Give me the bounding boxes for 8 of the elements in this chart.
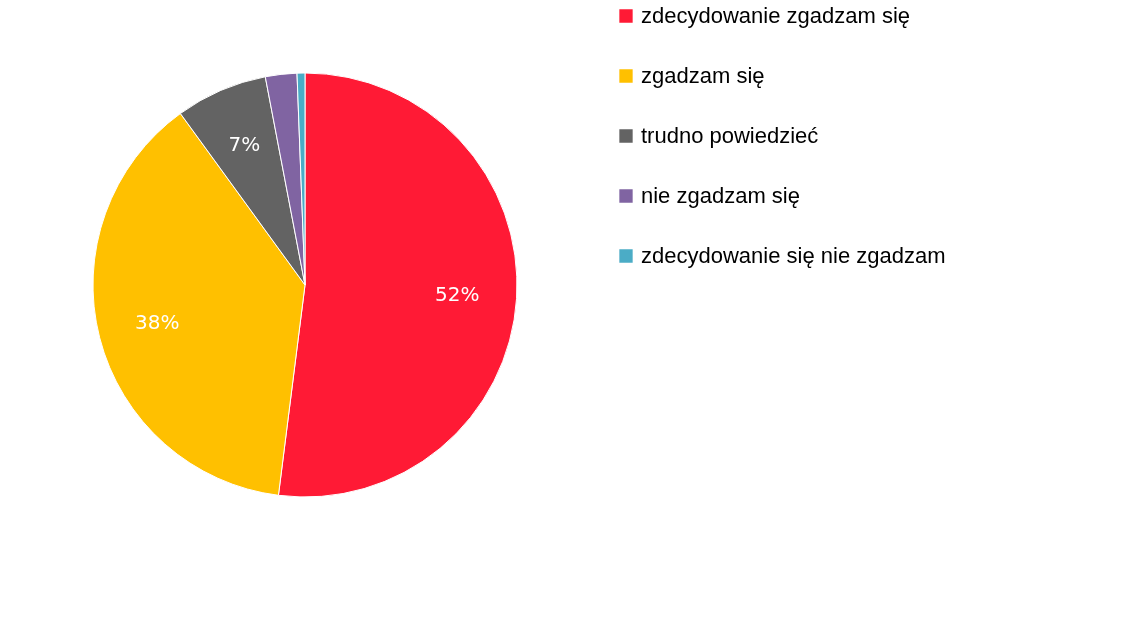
data-label: 38%	[134, 309, 180, 334]
data-label: 7%	[228, 131, 261, 156]
legend-label: nie zgadzam się	[641, 183, 800, 208]
legend-label: zgadzam się	[641, 63, 765, 88]
data-label: 52%	[435, 281, 480, 306]
legend-label: trudno powiedzieć	[641, 123, 819, 148]
legend-label: zdecydowanie zgadzam się	[641, 3, 911, 28]
legend-label: zdecydowanie się nie zgadzam	[641, 243, 946, 268]
